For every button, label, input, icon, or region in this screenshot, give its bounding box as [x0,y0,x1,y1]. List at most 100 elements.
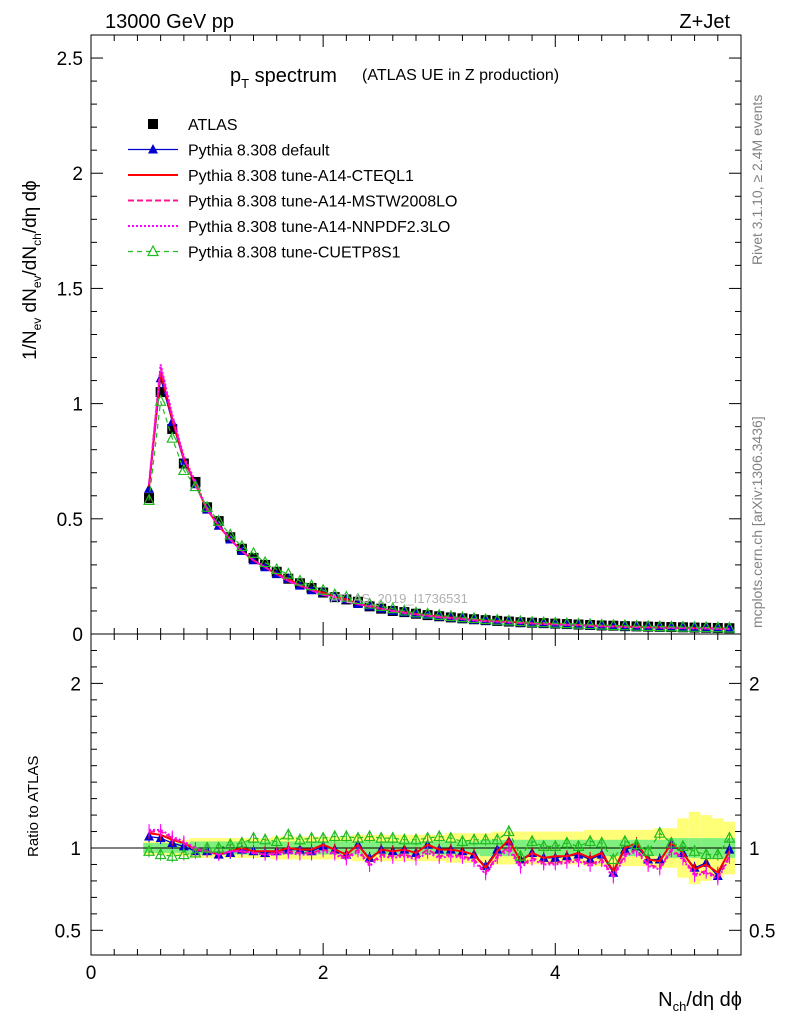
chart-subtitle: (ATLAS UE in Z production) [362,67,559,84]
data-point [676,620,689,632]
x-axis-label: Nch/dη dϕ [658,989,742,1014]
ratio-point [305,831,318,843]
data-point [421,607,434,619]
ratio-point [468,832,481,845]
data-point [514,614,527,627]
x-tick-label: 2 [318,963,329,984]
ratio-point [584,834,597,847]
data-point [700,620,713,633]
data-point [607,618,620,631]
data-point [363,597,376,609]
data-point [166,431,179,443]
data-point [340,590,353,602]
data-point [688,620,701,632]
data-point [305,578,318,591]
data-point [167,423,178,434]
ratio-point [572,839,585,851]
ratio-point [444,831,457,843]
y-axis-label: 1/Nev dNev/dNch/dη dϕ [20,180,44,360]
legend-marker [147,244,159,257]
ratio-point [224,837,237,850]
ratio-point [433,829,446,842]
data-point [201,500,214,512]
ratio-point [502,824,515,837]
ratio-point [514,849,527,861]
ratio-frame [90,633,742,956]
data-point [444,609,457,622]
data-point [293,574,306,586]
legend-label: Pythia 8.308 tune-A14-CTEQL1 [188,168,414,185]
ratio-point [282,828,295,840]
data-point [560,616,573,629]
ratio-point [630,837,643,850]
data-point [270,562,283,575]
rivet-label: Rivet 3.1.10, ≥ 2.4M events [749,95,765,265]
ratio-point [491,832,504,845]
ratio-y-tick-label: 0.5 [55,921,81,942]
data-point [177,463,190,476]
ratio-point [177,847,190,860]
ratio-point [386,831,399,843]
series-line [148,366,730,630]
ratio-point [375,831,388,843]
ratio-panel: 0.5 0.5 1 1 2 2 0 2 4 [55,633,775,984]
y-tick-label: 1.5 [57,279,83,300]
ratio-point [653,826,666,838]
ratio-point [688,844,701,856]
data-point [537,615,550,628]
mcplots-label: mcplots.cern.ch [arXiv:1306.3436] [749,416,765,628]
ratio-point [711,847,724,860]
ratio-point [317,831,330,843]
ratio-point [595,836,608,848]
data-point [502,614,515,626]
y-tick-label: 0 [72,625,83,646]
data-point [375,599,388,611]
data-point [711,620,724,633]
data-point [595,618,608,630]
data-point [479,612,492,625]
process-label: Z+Jet [679,11,730,33]
ratio-point [456,834,469,847]
data-point [155,387,166,398]
data-point [723,621,736,633]
ratio-point [676,839,689,851]
ratio-point [351,831,364,843]
x-tick-label: 4 [550,963,561,984]
data-point [143,493,156,505]
data-point [398,604,411,616]
analysis-watermark: ATLAS_2019_I1736531 [330,591,468,606]
data-point [144,483,155,493]
legend-label: Pythia 8.308 tune-CUETP8S1 [188,245,401,262]
y-tick-label: 2 [72,164,83,185]
ratio-y-tick-label: 2 [70,674,81,695]
data-point [351,592,364,605]
data-point [154,394,167,406]
legend-label: Pythia 8.308 tune-A14-NNPDF2.3LO [188,219,450,236]
legend: ATLAS Pythia 8.308 default Pythia 8.308 tu… [128,117,457,262]
data-point [491,613,504,625]
ratio-point [665,836,678,848]
data-point [410,606,422,618]
ratio-point [398,832,411,845]
ratio-point [642,844,655,856]
series-line [148,364,730,631]
data-point [212,514,225,526]
ratio-y-tick-label-right: 1 [749,839,760,860]
ratio-point [560,836,573,848]
data-point [282,567,295,579]
data-point [386,601,399,614]
ratio-point [328,829,341,842]
ratio-point [340,829,353,842]
ratio-point [618,834,631,847]
ratio-point [410,832,422,845]
ratio-point [700,847,713,860]
legend-marker [148,119,158,129]
ratio-point [607,852,620,865]
data-point [549,616,562,628]
ratio-point [235,836,248,848]
data-point [630,619,643,631]
ratio-point [189,846,202,858]
chart-title: pT spectrum [230,65,337,91]
main-panel: 0 0.5 1 1.5 2 2.5 [57,34,742,646]
